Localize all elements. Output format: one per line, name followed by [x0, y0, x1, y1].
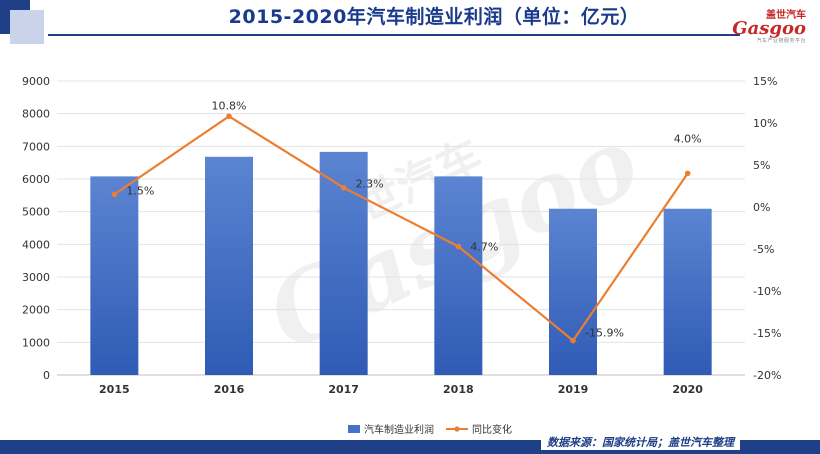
- y-left-tick-label: 5000: [22, 206, 50, 219]
- y-right-tick-label: 15%: [753, 75, 777, 88]
- bar: [90, 176, 139, 375]
- page-title: 2015-2020年汽车制造业利润（单位：亿元）: [228, 6, 640, 28]
- data-label: 4.7%: [470, 240, 498, 253]
- y-left-tick-label: 4000: [22, 238, 50, 251]
- y-right-tick-label: -15%: [753, 327, 781, 340]
- logo-english: Gasgoo: [732, 18, 806, 39]
- bar: [205, 156, 253, 375]
- legend-line-label: 同比变化: [472, 423, 512, 436]
- x-tick-label: 2017: [328, 383, 359, 396]
- y-right-tick-label: 0%: [753, 201, 770, 214]
- y-right-tick-label: -5%: [753, 243, 774, 256]
- y-right-tick-label: 10%: [753, 117, 777, 130]
- series-line: [113, 114, 689, 343]
- bar: [434, 176, 483, 375]
- y-left-tick-label: 6000: [22, 173, 50, 186]
- data-label: 2.3%: [356, 178, 384, 191]
- logo-tagline: 汽车产业链服务平台: [756, 38, 806, 44]
- data-label: 10.8%: [212, 99, 247, 112]
- y-left-tick-label: 8000: [22, 108, 50, 121]
- legend-bar-label: 汽车制造业利润: [364, 423, 434, 436]
- x-tick-label: 2020: [672, 383, 703, 396]
- y-left-tick-label: 7000: [22, 140, 50, 153]
- data-label: 1.5%: [126, 184, 154, 197]
- line-point: [455, 243, 462, 250]
- corner-accent-light: [10, 10, 44, 44]
- data-source: 数据来源：国家统计局；盖世汽车整理: [541, 434, 740, 450]
- line-series: 1.5% 10.8% 2.3% 4.7% -15.9% 4.0%: [111, 99, 702, 344]
- gridlines: [57, 80, 745, 376]
- y-left-tick-label: 1000: [22, 336, 50, 349]
- logo-chinese: 盖世汽车: [766, 10, 806, 21]
- bar: [663, 208, 712, 375]
- x-tick-label: 2019: [558, 383, 589, 396]
- x-tick-label: 2016: [214, 383, 245, 396]
- y-left-tick-label: 3000: [22, 271, 50, 284]
- line-point: [684, 170, 691, 177]
- line-point: [226, 113, 232, 120]
- y-left-tick-label: 0: [43, 369, 50, 382]
- legend-bar-swatch: [348, 425, 360, 433]
- title-underline: [48, 34, 740, 36]
- y-left-tick-label: 9000: [22, 75, 50, 88]
- bar: [549, 208, 597, 375]
- line-point: [570, 337, 576, 344]
- data-label: -15.9%: [585, 327, 624, 340]
- gasgoo-logo: 盖世汽车 Gasgoo 汽车产业链服务平台: [732, 6, 806, 44]
- y-left-tick-label: 2000: [22, 304, 50, 317]
- legend-line-marker: [454, 426, 460, 432]
- line-point: [340, 184, 347, 191]
- line-point: [111, 191, 118, 198]
- y-right-tick-label: -10%: [753, 285, 781, 298]
- legend: 汽车制造业利润 同比变化: [348, 423, 512, 436]
- x-tick-label: 2018: [443, 383, 474, 396]
- y-right-tick-label: -20%: [753, 369, 781, 382]
- y-right-tick-label: 5%: [753, 159, 770, 172]
- data-label: 4.0%: [674, 132, 702, 145]
- axis-ticks: 0 1000 2000 3000 4000 5000 6000 7000 8000 9000 -20…: [22, 75, 781, 396]
- title-band: 2015-2020年汽车制造业利润（单位：亿元）: [48, 0, 820, 34]
- x-tick-label: 2015: [99, 383, 130, 396]
